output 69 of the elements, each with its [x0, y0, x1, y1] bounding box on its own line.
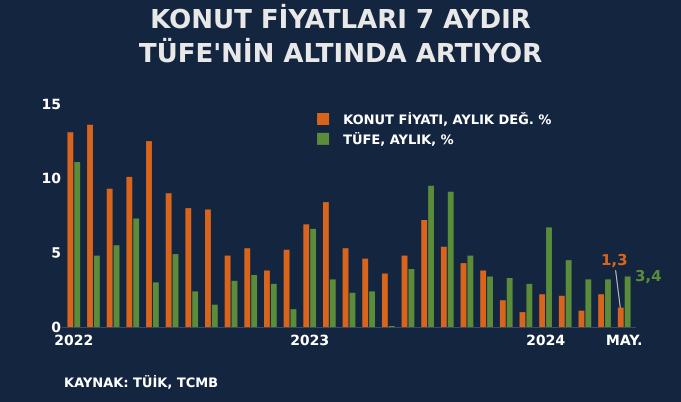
bar	[106, 188, 113, 327]
bar	[114, 245, 120, 327]
bar	[624, 276, 631, 327]
bar	[369, 291, 376, 327]
bar	[526, 284, 532, 327]
bar	[342, 248, 348, 327]
bar	[585, 279, 592, 327]
bar	[480, 270, 486, 327]
bar	[232, 280, 238, 327]
bar	[251, 274, 258, 327]
bar	[598, 294, 604, 327]
bar	[244, 248, 250, 327]
bar	[172, 254, 178, 327]
bar	[152, 282, 159, 327]
bar	[539, 294, 546, 327]
bar	[330, 279, 336, 327]
legend-label: KONUT FİYATI, AYLIK DEĞ. %	[343, 111, 552, 128]
bar	[448, 192, 454, 327]
bar	[67, 132, 74, 327]
bar	[322, 202, 329, 327]
bar	[408, 269, 414, 327]
bar	[382, 273, 388, 327]
bar	[284, 250, 290, 327]
bar	[146, 141, 152, 327]
bar	[126, 176, 132, 327]
bar	[212, 304, 218, 327]
bar	[467, 256, 474, 327]
text: KAYNAK: TÜİK, TCMB	[64, 374, 218, 391]
bar	[74, 162, 80, 327]
bar	[224, 256, 231, 327]
bar	[402, 256, 408, 327]
bar	[205, 210, 211, 327]
bar	[487, 276, 493, 327]
bar	[185, 208, 192, 327]
bar	[94, 256, 100, 327]
bar	[264, 270, 270, 327]
bar	[440, 246, 447, 327]
legend-label: TÜFE, AYLIK, %	[343, 130, 454, 148]
bar	[506, 278, 513, 327]
bar	[566, 260, 572, 327]
bar	[362, 258, 368, 327]
bar	[618, 308, 624, 327]
bar	[133, 218, 140, 327]
bar	[558, 296, 565, 327]
data-label: 1,3	[601, 251, 628, 269]
bar	[310, 228, 316, 327]
data-label: 3,4	[635, 267, 662, 285]
bar	[350, 292, 356, 327]
x-tick-label: MAY.	[606, 332, 642, 349]
bar	[546, 227, 552, 327]
bar	[303, 224, 310, 327]
y-tick-label: 10	[42, 171, 62, 188]
y-tick-label: 15	[42, 96, 61, 113]
x-tick-label: 2024	[526, 332, 566, 349]
bar	[428, 186, 434, 327]
bar	[290, 309, 296, 327]
bar	[166, 193, 172, 327]
bar	[578, 310, 584, 327]
bar	[500, 300, 506, 327]
bar	[605, 279, 611, 327]
bar	[460, 263, 466, 327]
x-tick-label: 2023	[290, 332, 330, 349]
bar	[87, 124, 93, 327]
bar	[270, 284, 277, 327]
bar	[421, 220, 428, 327]
bar	[192, 291, 198, 327]
bar	[520, 312, 526, 327]
y-tick-label: 5	[51, 246, 61, 262]
chart-title: KONUT FİYATLARI 7 AYDIR TÜFE'NİN ALTINDA ARTIYOR	[138, 3, 542, 69]
